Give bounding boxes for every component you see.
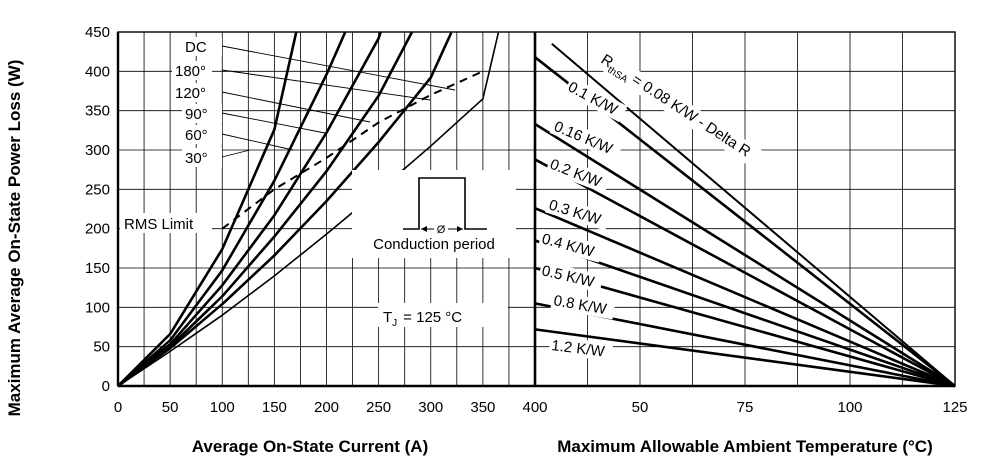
label-bg	[544, 195, 611, 231]
series-line-rth-3	[534, 158, 956, 388]
curve-label-4: 60°	[185, 127, 208, 144]
tj-label: TJ = 125 °C	[383, 309, 462, 329]
curve-label-3: 90°	[185, 106, 208, 123]
rth-label-8: 1.2 K/W	[551, 337, 607, 360]
y-tick-label: 200	[85, 221, 110, 238]
x-tick-label-left: 50	[162, 399, 179, 416]
label-bg	[538, 260, 604, 293]
rth-label-6: 0.5 K/W	[540, 262, 597, 291]
x-tick-label-right: 75	[737, 399, 754, 416]
series-line-dc	[118, 32, 500, 386]
x-tick-label-right: 125	[942, 399, 967, 416]
label-bg	[378, 303, 508, 327]
x-tick-label-right: 100	[837, 399, 862, 416]
plot-frame	[116, 31, 956, 388]
x-tick-label-left: 300	[418, 399, 443, 416]
label-bg	[549, 116, 623, 162]
series-line-30deg	[118, 32, 298, 386]
label-bg	[595, 49, 779, 179]
label-bg	[120, 213, 212, 233]
series-line-rth-5	[534, 239, 956, 388]
label-bg	[538, 228, 604, 263]
series-line-rth-8	[534, 328, 956, 388]
label-bg	[172, 83, 212, 102]
series-line-rth-2	[534, 122, 956, 388]
y-tick-label: 100	[85, 299, 110, 316]
label-bg	[182, 104, 222, 123]
y-tick-label: 400	[85, 63, 110, 80]
rms-limit-label: RMS Limit	[124, 216, 194, 233]
inset-bg	[352, 170, 516, 258]
curve-label-1: 180°	[175, 63, 206, 80]
label-bg	[182, 125, 222, 144]
rth-label-group: 0.5 K/W	[538, 260, 604, 293]
label-bg	[182, 148, 222, 167]
y-tick-label: 300	[85, 142, 110, 159]
x-tick-label-left: 0	[114, 399, 122, 416]
phi-label: Ø	[437, 224, 446, 236]
y-tick-label: 50	[93, 339, 110, 356]
series-lines	[118, 32, 956, 388]
rth-label-group: 0.8 K/W	[550, 290, 616, 320]
rth-label-1: 0.1 K/W	[565, 79, 621, 119]
label-bg	[182, 37, 222, 56]
leader-line	[221, 133, 294, 151]
leader-line	[221, 69, 431, 101]
series-line-90deg	[118, 32, 382, 386]
x-tick-label-left: 350	[470, 399, 495, 416]
label-bg	[550, 290, 616, 320]
y-tick-label: 250	[85, 181, 110, 198]
x-tick-label-left: 200	[314, 399, 339, 416]
y-axis-title: Maximum Average On-State Power Loss (W)	[5, 60, 24, 417]
rth-label-2: 0.16 K/W	[551, 118, 615, 158]
x-tick-label-left: 150	[262, 399, 287, 416]
x-tick-label-right: 50	[632, 399, 649, 416]
y-tick-label: 350	[85, 103, 110, 120]
tick-labels: 0 50 100 150 200 250 300 350 400 450 0 50 100 150 200 2…	[85, 24, 968, 416]
rth-label-group: 0.2 K/W	[545, 154, 611, 194]
curve-label-0: DC	[185, 39, 207, 56]
conduction-period-label: Conduction period	[373, 236, 495, 253]
x-tick-label-left: 100	[210, 399, 235, 416]
pulse-waveform	[403, 177, 487, 230]
label-bg	[434, 222, 448, 235]
x-tick-label-left: 250	[366, 399, 391, 416]
left-x-axis-title: Average On-State Current (A)	[192, 437, 428, 456]
series-line-rth-0	[551, 43, 956, 387]
curve-label-5: 30°	[185, 150, 208, 167]
y-tick-label: 450	[85, 24, 110, 41]
rth-label-group: 1.2 K/W	[548, 335, 614, 362]
label-bg	[548, 335, 614, 362]
x-tick-label-left: 400	[522, 399, 547, 416]
series-line-rth-6	[534, 266, 956, 388]
curve-label-2: 120°	[175, 85, 206, 102]
y-tick-label: 0	[102, 378, 110, 395]
leader-line	[221, 45, 456, 91]
series-line-rms-limit	[221, 70, 484, 230]
series-line-180deg	[118, 32, 453, 386]
rth-label-7: 0.8 K/W	[552, 292, 608, 318]
leader-line	[221, 112, 326, 134]
leader-line	[221, 149, 251, 158]
series-line-rth-4	[534, 207, 956, 388]
label-bg	[172, 61, 212, 80]
series-line-60deg	[118, 32, 347, 386]
leader-line	[221, 91, 371, 123]
right-x-axis-title: Maximum Allowable Ambient Temperature (°…	[557, 437, 933, 456]
label-bg	[563, 76, 628, 123]
y-tick-label: 150	[85, 260, 110, 277]
label-bg	[545, 154, 611, 194]
rth-label-5: 0.4 K/W	[540, 230, 597, 260]
